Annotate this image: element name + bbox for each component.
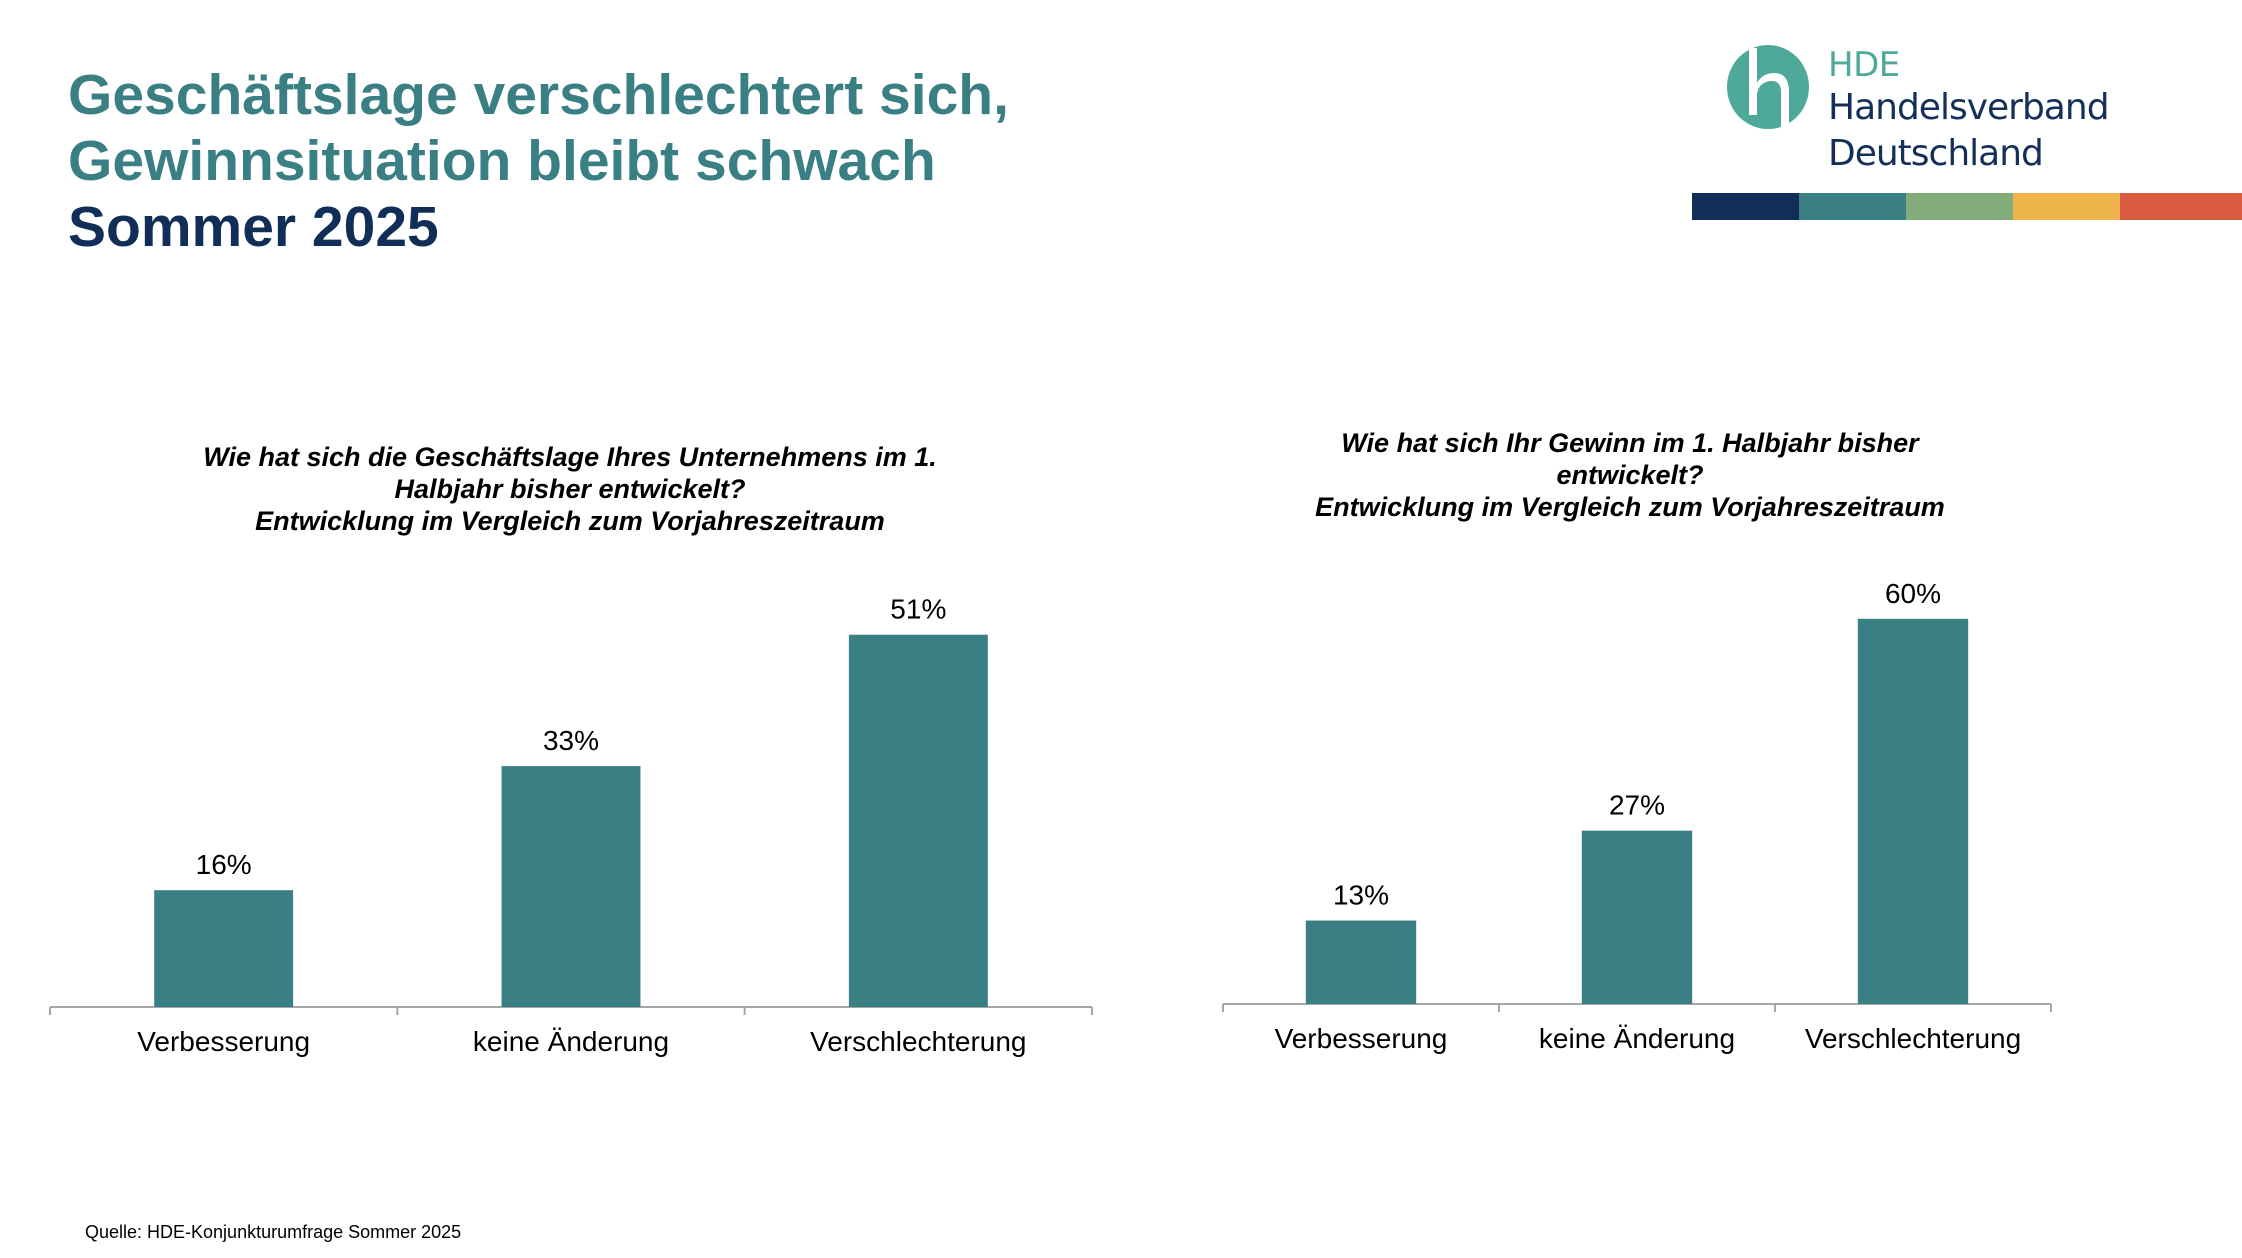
color-segment-3 (1906, 193, 2013, 220)
category-label: Verschlechterung (1805, 1023, 2021, 1054)
category-label: Verbesserung (1275, 1023, 1448, 1054)
bar-keine-änderung (1581, 830, 1693, 1004)
chart-title-line: Entwicklung im Vergleich zum Vorjahresze… (1315, 492, 1945, 522)
title-line-1: Geschäftslage verschlechtert sich, (68, 63, 1009, 127)
category-label: keine Änderung (1539, 1023, 1735, 1054)
title-line-2: Gewinnsituation bleibt schwach (68, 129, 936, 193)
chart-title-line: Wie hat sich die Geschäftslage Ihres Unt… (203, 442, 937, 472)
data-label: 51% (890, 594, 946, 625)
chart-title-line: Halbjahr bisher entwickelt? (394, 474, 746, 504)
category-label: Verschlechterung (810, 1026, 1026, 1057)
chart-title-line: Wie hat sich Ihr Gewinn im 1. Halbjahr b… (1341, 428, 1919, 458)
color-segment-1 (1692, 193, 1799, 220)
bar-verschlechterung (1857, 618, 1969, 1004)
logo-name-line-2: Deutschland (1828, 133, 2044, 174)
chart-title-business-situation: Wie hat sich die Geschäftslage Ihres Unt… (120, 441, 1020, 537)
brand-color-bar (1692, 193, 2242, 220)
data-label: 27% (1609, 790, 1665, 821)
bar-verbesserung (1305, 920, 1417, 1004)
data-label: 16% (196, 849, 252, 880)
data-label: 60% (1885, 578, 1941, 609)
hde-logo: HDE Handelsverband Deutschland (1692, 40, 2242, 222)
category-label: Verbesserung (137, 1026, 310, 1057)
page-title: Geschäftslage verschlechtert sich, Gewin… (68, 62, 1009, 260)
chart-title-profit: Wie hat sich Ihr Gewinn im 1. Halbjahr b… (1230, 427, 2030, 523)
chart-title-line: entwickelt? (1556, 460, 1704, 490)
data-label: 13% (1333, 880, 1389, 911)
logo-name-line-1: Handelsverband (1828, 87, 2110, 128)
hde-h-logo-icon (1727, 45, 1809, 129)
category-label: keine Änderung (473, 1026, 669, 1057)
chart-title-line: Entwicklung im Vergleich zum Vorjahresze… (255, 506, 885, 536)
bar-keine-änderung (501, 766, 641, 1007)
color-segment-2 (1799, 193, 1906, 220)
color-segment-4 (2013, 193, 2120, 220)
bar-verbesserung (154, 890, 294, 1007)
color-segment-5 (2120, 193, 2242, 220)
source-note: Quelle: HDE-Konjunkturumfrage Sommer 202… (85, 1222, 462, 1242)
logo-abbreviation: HDE (1828, 45, 1900, 85)
title-subtitle-season: Sommer 2025 (68, 195, 439, 259)
data-label: 33% (543, 725, 599, 756)
bar-verschlechterung (848, 634, 988, 1007)
